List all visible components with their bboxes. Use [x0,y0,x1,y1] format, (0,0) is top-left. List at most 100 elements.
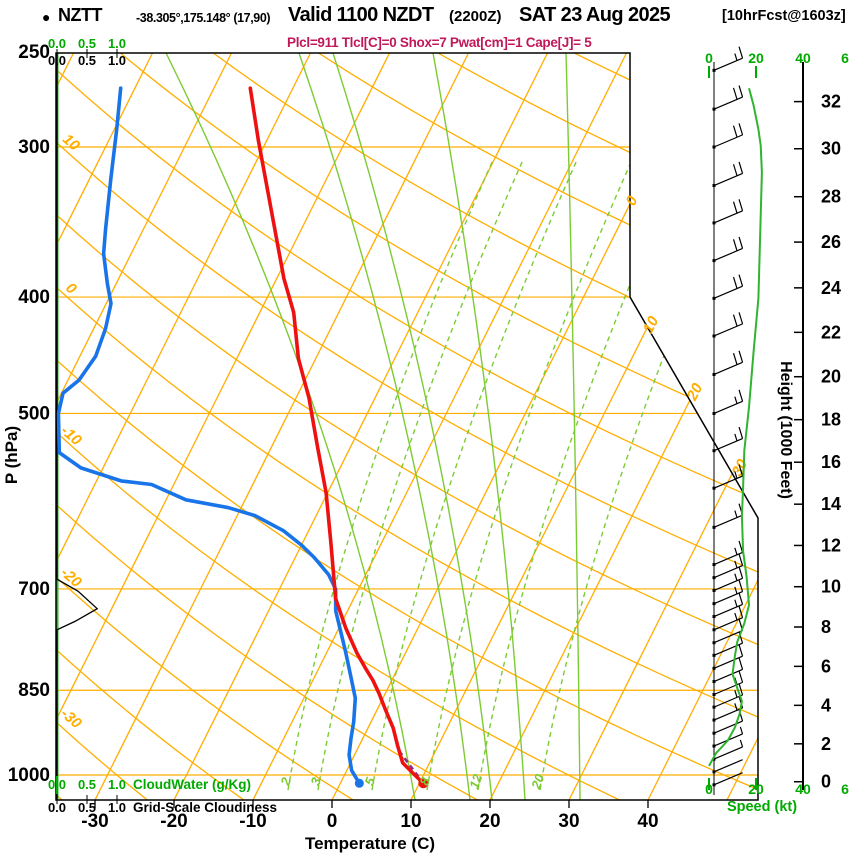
barb-full-feather [738,566,744,579]
barb-staff [713,361,743,376]
barb-staff [713,681,743,696]
barb-full-feather [732,276,738,289]
barb-staff [713,642,743,656]
temperature-curve [248,86,426,786]
barb-full-feather [738,85,744,98]
temperature-tick-label: 0 [327,811,338,832]
barb-full-feather [738,670,744,683]
temperature-tick-label: 10 [400,811,421,832]
barb-staff [713,590,743,605]
temperature-tick-label: 20 [479,811,500,832]
mixing-ratio-line [477,159,684,791]
height-tick-label: 4 [821,695,831,715]
barb-staff [713,57,743,71]
wind-barb [712,123,744,149]
wind-barb [712,161,744,188]
barb-half-feather [734,396,738,404]
barb-staff [713,759,743,773]
wind-barb [712,644,744,670]
barb-half-feather [734,547,738,555]
wind-barb [712,709,744,735]
wind-barb [712,726,744,748]
height-tick-label: 2 [821,734,831,754]
barb-staff [713,551,743,566]
barb-half-feather [734,471,738,479]
barb-full-feather [738,46,744,59]
barb-staff [713,603,743,618]
barb-staff [713,247,743,262]
height-tick-label: 16 [821,452,841,472]
dry-adiabat [56,141,758,573]
barb-half-feather [734,510,738,518]
barb-staff [713,694,743,708]
cloudwater-scale-tick-top: 0.5 [78,36,96,51]
barb-full-feather [738,605,744,618]
height-tick-label: 18 [821,410,841,430]
pressure-tick-label: 300 [18,137,50,158]
barb-full-feather [738,464,744,477]
temperature-axis: -30 -20 -10 0 10 20 30 40 Temperature (C) [81,800,659,853]
barb-full-feather [738,579,744,592]
wind-barb [712,236,744,263]
isotherm--30 [94,53,470,800]
wind-barb-column [712,46,744,795]
dry-adiabat [56,286,758,718]
isotherm--50 [56,53,312,800]
dry-adiabat [56,214,758,646]
barb-full-feather [738,426,744,439]
valid-time-utc: (2200Z) [449,8,502,25]
barb-full-feather [738,123,744,136]
wind-barb [712,759,743,774]
barb-staff [713,577,743,591]
pressure-tick-label: 500 [18,403,50,424]
wind-barb [712,426,744,453]
cloudiness-profile [56,53,99,800]
barb-full-feather [738,199,744,211]
pressure-tick-label: 250 [18,42,50,63]
pressure-axis: 250 300 400 500 700 850 1000 P (hPa) [2,42,50,786]
barb-staff [713,285,743,299]
height-tick-label: 30 [821,139,841,159]
isotherm-20 [489,53,758,800]
barb-half-feather [734,433,738,442]
barb-staff [713,475,743,489]
barb-half-feather [739,726,744,735]
height-tick-label: 10 [821,577,841,597]
temperature-tick-label: -30 [81,811,108,832]
station-code: NZTT [58,5,102,25]
temperature-tick-label: 30 [558,811,579,832]
surface-temperature-dot [418,778,429,789]
wind-barb [712,312,744,338]
barb-half-feather [734,560,738,569]
cloudiness-scale-tick-bottom: 1.0 [108,800,126,815]
cloud-scales: 0.00.00.00.00.50.50.50.51.01.01.01.0Clou… [48,36,277,815]
isotherm--10 [252,53,628,800]
isotherm--70 [56,53,154,800]
pressure-gridlines [56,146,758,776]
forecast-tag: [10hrFcst@1603z] [722,8,846,24]
barb-full-feather [738,553,744,566]
cloudiness-scale-tick-top: 1.0 [108,53,126,68]
barb-full-feather [732,87,738,100]
wind-barb [712,389,744,415]
temperature-axis-title: Temperature (C) [305,834,435,853]
barb-full-feather [732,164,738,176]
plot-border [55,52,759,801]
barb-staff [713,720,743,734]
height-tick-label: 28 [821,187,841,207]
wind-speed-profile [708,87,763,767]
isotherm--60 [56,53,233,800]
barb-staff [713,400,743,414]
temperature-tick-label: -10 [239,811,266,832]
pressure-axis-title: P (hPa) [2,426,21,484]
barb-full-feather [738,657,744,670]
speed-tick-top: 0 [705,50,713,66]
wind-barb [712,579,744,606]
barb-staff [713,172,743,187]
barb-staff [713,772,743,786]
isotherm-label: 20 [683,380,706,404]
dry-adiabat [56,576,758,800]
